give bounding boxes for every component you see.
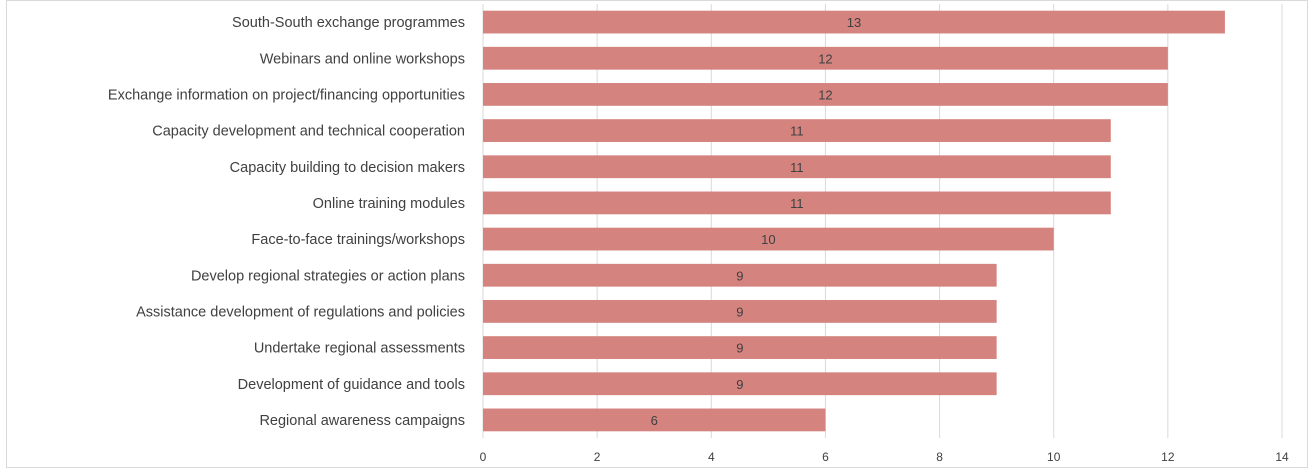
data-label: 13 [847,15,861,30]
x-tick-label: 10 [1047,450,1061,464]
data-label: 11 [790,196,804,211]
data-label: 9 [736,377,743,392]
category-label: South-South exchange programmes [232,15,465,31]
category-label: Face-to-face trainings/workshops [251,232,465,248]
bar [483,155,1111,179]
x-tick-label: 14 [1275,450,1289,464]
category-label: Online training modules [313,196,465,212]
data-label: 12 [818,51,832,66]
data-label: 11 [790,124,804,139]
category-label: Capacity building to decision makers [230,160,465,176]
data-label: 9 [736,268,743,283]
x-tick-label: 12 [1161,450,1175,464]
category-label: Capacity development and technical coope… [152,124,465,140]
data-label: 9 [736,341,743,356]
bar [483,191,1111,215]
category-label: Development of guidance and tools [238,377,465,393]
x-tick-label: 0 [480,450,487,464]
bar [483,46,1168,70]
bar [483,10,1225,34]
category-label: Develop regional strategies or action pl… [191,268,465,284]
data-label: 11 [790,160,804,175]
data-label: 6 [651,413,658,428]
x-tick-label: 8 [936,450,943,464]
bar [483,300,997,323]
bar [483,263,997,287]
category-label: Regional awareness campaigns [259,413,465,429]
bar [483,372,997,396]
data-label: 12 [818,87,832,102]
x-tick-label: 4 [708,450,715,464]
category-label: Exchange information on project/financin… [108,87,465,103]
category-label: Undertake regional assessments [254,341,465,357]
x-tick-label: 6 [822,450,829,464]
bar [483,336,997,359]
category-label: Webinars and online workshops [260,51,465,67]
bar [483,408,826,432]
bar [483,119,1111,142]
bar [483,227,1054,251]
bar [483,83,1168,106]
chart-frame [6,0,1308,468]
data-label: 9 [736,304,743,319]
data-label: 10 [761,232,775,247]
category-label: Assistance development of regulations an… [136,304,465,320]
x-tick-label: 2 [594,450,601,464]
